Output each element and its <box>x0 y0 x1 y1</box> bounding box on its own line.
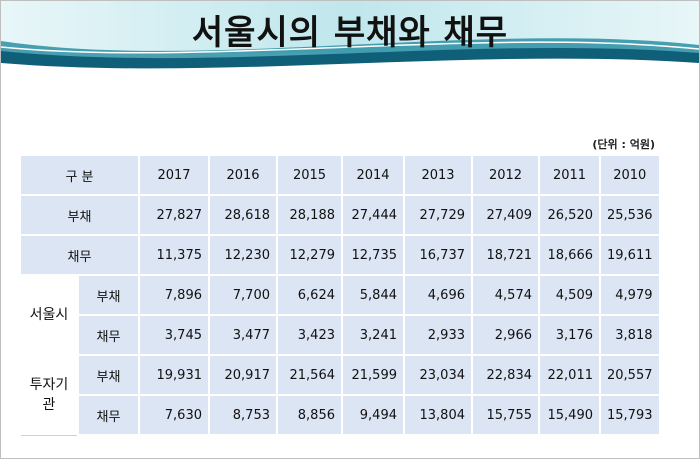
value-cell: 3,745 <box>138 314 210 356</box>
row-label: 부채 <box>77 354 140 396</box>
value-cell: 9,494 <box>341 394 405 436</box>
value-cell: 27,444 <box>341 194 405 236</box>
data-row: 투자기관 부채 19,931 20,917 21,564 21,599 23,034 22,8… <box>19 354 661 436</box>
value-cell: 18,721 <box>471 234 540 276</box>
value-cell: 3,241 <box>341 314 405 356</box>
value-cell: 28,618 <box>208 194 278 236</box>
row-label: 채무 <box>77 394 140 436</box>
value-cell: 15,490 <box>538 394 601 436</box>
title: 서울시의 부채와 채무 <box>191 13 509 53</box>
value-cell: 21,599 <box>341 354 405 396</box>
value-cell: 12,279 <box>276 234 343 276</box>
row-label: 채무 <box>77 314 140 356</box>
year-header: 2012 <box>471 154 540 196</box>
group-label: 투자기관 <box>19 354 79 436</box>
value-cell: 7,630 <box>138 394 210 436</box>
value-cell: 11,375 <box>138 234 210 276</box>
year-header: 2017 <box>138 154 210 196</box>
data-row: 채무 11,375 12,230 12,279 12,735 16,737 18,721 18… <box>19 234 661 276</box>
row-label: 부채 <box>19 194 140 236</box>
value-cell: 3,176 <box>538 314 601 356</box>
year-header: 2014 <box>341 154 405 196</box>
value-cell: 15,755 <box>471 394 540 436</box>
value-cell: 18,666 <box>538 234 601 276</box>
year-header: 2011 <box>538 154 601 196</box>
value-cell: 15,793 <box>599 394 661 436</box>
value-cell: 27,729 <box>403 194 473 236</box>
year-header: 2010 <box>599 154 661 196</box>
value-cell: 23,034 <box>403 354 473 396</box>
year-header: 2016 <box>208 154 278 196</box>
value-cell: 20,917 <box>208 354 278 396</box>
value-cell: 4,696 <box>403 274 473 316</box>
value-cell: 20,557 <box>599 354 661 396</box>
header-row: 구 분 2017 2016 2015 2014 2013 2012 2011 2010 <box>19 154 661 196</box>
value-cell: 5,844 <box>341 274 405 316</box>
value-cell: 28,188 <box>276 194 343 236</box>
year-header: 2015 <box>276 154 343 196</box>
value-cell: 13,804 <box>403 394 473 436</box>
data-row: 부채 27,827 28,618 28,188 27,444 27,729 27,409 26… <box>19 194 661 236</box>
data-row: 채무 3,745 3,477 3,423 3,241 2,933 2,966 3,176 3,8… <box>20 314 661 356</box>
value-cell: 3,818 <box>599 314 661 356</box>
value-cell: 22,834 <box>471 354 540 396</box>
value-cell: 27,827 <box>138 194 210 236</box>
data-table: 구 분 2017 2016 2015 2014 2013 2012 2011 2010 부채 27,… <box>19 154 661 436</box>
value-cell: 3,423 <box>276 314 343 356</box>
value-cell: 4,574 <box>471 274 540 316</box>
row-label: 채무 <box>19 234 140 276</box>
row-label: 부채 <box>77 274 140 316</box>
data-row: 서울시 부채 7,896 7,700 6,624 5,844 4,696 4,574 4,509… <box>19 274 661 356</box>
data-row: 채무 7,630 8,753 8,856 9,494 13,804 15,755 15,490… <box>20 394 661 436</box>
value-cell: 12,230 <box>208 234 278 276</box>
value-cell: 16,737 <box>403 234 473 276</box>
value-cell: 25,536 <box>599 194 661 236</box>
value-cell: 8,753 <box>208 394 278 436</box>
value-cell: 7,700 <box>208 274 278 316</box>
group-label: 서울시 <box>19 274 79 356</box>
year-header: 2013 <box>403 154 473 196</box>
value-cell: 12,735 <box>341 234 405 276</box>
value-cell: 6,624 <box>276 274 343 316</box>
value-cell: 21,564 <box>276 354 343 396</box>
value-cell: 19,611 <box>599 234 661 276</box>
value-cell: 19,931 <box>138 354 210 396</box>
value-cell: 26,520 <box>538 194 601 236</box>
value-cell: 27,409 <box>471 194 540 236</box>
value-cell: 3,477 <box>208 314 278 356</box>
value-cell: 4,979 <box>599 274 661 316</box>
value-cell: 2,933 <box>403 314 473 356</box>
title-banner <box>1 1 699 69</box>
value-cell: 7,896 <box>138 274 210 316</box>
value-cell: 2,966 <box>471 314 540 356</box>
value-cell: 8,856 <box>276 394 343 436</box>
corner-cell: 구 분 <box>19 154 140 196</box>
value-cell: 4,509 <box>538 274 601 316</box>
value-cell: 22,011 <box>538 354 601 396</box>
unit-note: (단위 : 억원) <box>592 138 655 151</box>
